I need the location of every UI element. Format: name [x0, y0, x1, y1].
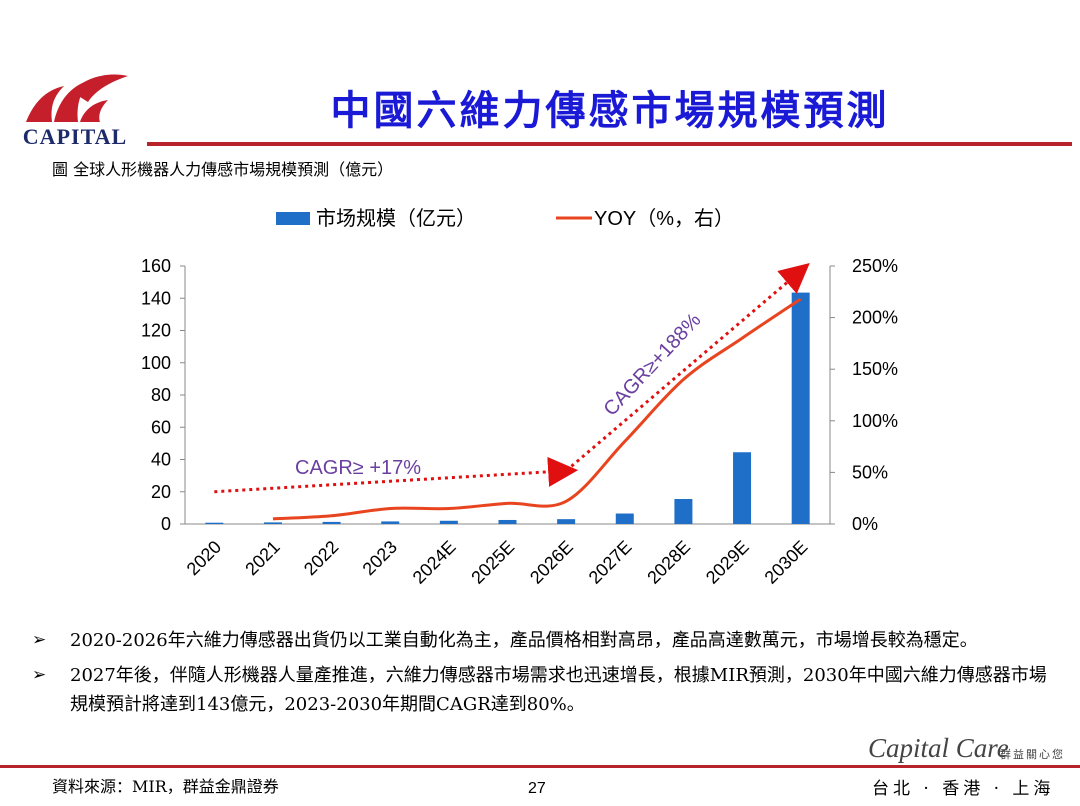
x-axis-tick-label: 2028E [643, 537, 694, 588]
bar [733, 452, 752, 524]
bar [557, 519, 576, 524]
right-axis-tick-label: 100% [852, 411, 898, 431]
bar [322, 521, 341, 524]
title-divider [147, 142, 1072, 146]
left-axis-tick-label: 160 [141, 256, 171, 276]
bar [205, 522, 224, 524]
x-axis-tick-label: 2027E [585, 537, 636, 588]
bar [263, 522, 282, 524]
trend-arrow [214, 456, 579, 494]
legend-line-label: YOY（%，右） [594, 207, 734, 230]
source-note: 資料來源：MIR，群益金鼎證券 [52, 777, 279, 796]
right-axis-tick-label: 200% [852, 308, 898, 328]
bullet-text: 2027年後，伴隨人形機器人量產推進，六維力傳感器市場需求也迅速增長，根據MIR… [70, 665, 1047, 715]
arrow-bullet-icon: ➢ [32, 630, 47, 650]
capital-bird-icon [26, 74, 128, 122]
bar [615, 513, 634, 524]
bar [791, 292, 810, 524]
x-axis-tick-label: 2023 [359, 537, 401, 579]
figure-caption: 圖 全球人形機器人力傳感市場規模預測（億元） [52, 160, 394, 179]
x-axis-tick-label: 2025E [467, 537, 518, 588]
trend-arrow [565, 263, 810, 472]
left-axis-tick-label: 60 [151, 417, 171, 437]
left-axis-tick-label: 20 [151, 482, 171, 502]
page-number: 27 [528, 780, 546, 797]
right-axis-tick-label: 150% [852, 359, 898, 379]
bar [381, 521, 400, 524]
page-title: 中國六維力傳感市場規模預測 [330, 87, 890, 134]
bullet-item: ➢ 2020-2026年六維力傳感器出貨仍以工業自動化為主，產品價格相對高昂，產… [32, 626, 1062, 655]
market-size-chart: 0 20 40 60 80 100 120 140 160 0% 50% 100% 150% 200% 25… [141, 207, 898, 588]
right-axis-tick-label: 250% [852, 256, 898, 276]
x-axis-tick-label: 2020 [183, 537, 225, 579]
left-axis-tick-label: 100 [141, 353, 171, 373]
left-axis-tick-label: 80 [151, 385, 171, 405]
office-cities: 台北 · 香港 · 上海 [872, 779, 1055, 799]
left-axis-tick-label: 0 [161, 514, 171, 534]
logo-text: CAPITAL [22, 124, 128, 149]
x-axis-tick-label: 2022 [300, 537, 342, 579]
legend-bar-swatch [276, 212, 310, 225]
capital-logo: CAPITAL [10, 72, 140, 150]
yoy-line [272, 297, 802, 521]
capital-care-logo: Capital Care [868, 733, 1009, 763]
cagr-annotation: CAGR≥ +17% [295, 457, 421, 479]
x-axis-tick-label: 2026E [526, 537, 577, 588]
footer-divider [0, 765, 1080, 768]
bullet-text: 2020-2026年六維力傳感器出貨仍以工業自動化為主，產品價格相對高昂，產品高… [70, 630, 978, 651]
x-axis-tick-label: 2030E [761, 537, 812, 588]
left-axis-tick-label: 40 [151, 450, 171, 470]
bullet-item: ➢ 2027年後，伴隨人形機器人量產推進，六維力傳感器市場需求也迅速增長，根據M… [32, 661, 1062, 719]
x-axis-tick-label: 2021 [241, 537, 283, 579]
capital-care-tagline: 群益關心您 [1000, 748, 1065, 761]
bullet-list: ➢ 2020-2026年六維力傳感器出貨仍以工業自動化為主，產品價格相對高昂，產… [32, 626, 1062, 719]
bar [674, 499, 693, 524]
bar [498, 519, 517, 524]
arrow-bullet-icon: ➢ [32, 665, 47, 685]
bar [439, 520, 458, 524]
left-axis-tick-label: 140 [141, 288, 171, 308]
left-axis-tick-label: 120 [141, 321, 171, 341]
right-axis-tick-label: 0% [852, 514, 878, 534]
x-axis-tick-label: 2024E [409, 537, 460, 588]
x-axis-tick-label: 2029E [702, 537, 753, 588]
right-axis-tick-label: 50% [852, 462, 888, 482]
legend-bar-label: 市场规模（亿元） [316, 207, 476, 230]
